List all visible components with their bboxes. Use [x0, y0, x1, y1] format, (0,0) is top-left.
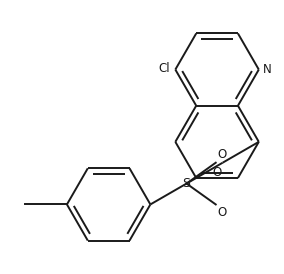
Text: O: O	[212, 166, 222, 179]
Text: S: S	[183, 177, 191, 190]
Text: Cl: Cl	[159, 62, 170, 75]
Text: O: O	[217, 149, 226, 161]
Text: N: N	[262, 63, 271, 76]
Text: O: O	[217, 206, 226, 219]
